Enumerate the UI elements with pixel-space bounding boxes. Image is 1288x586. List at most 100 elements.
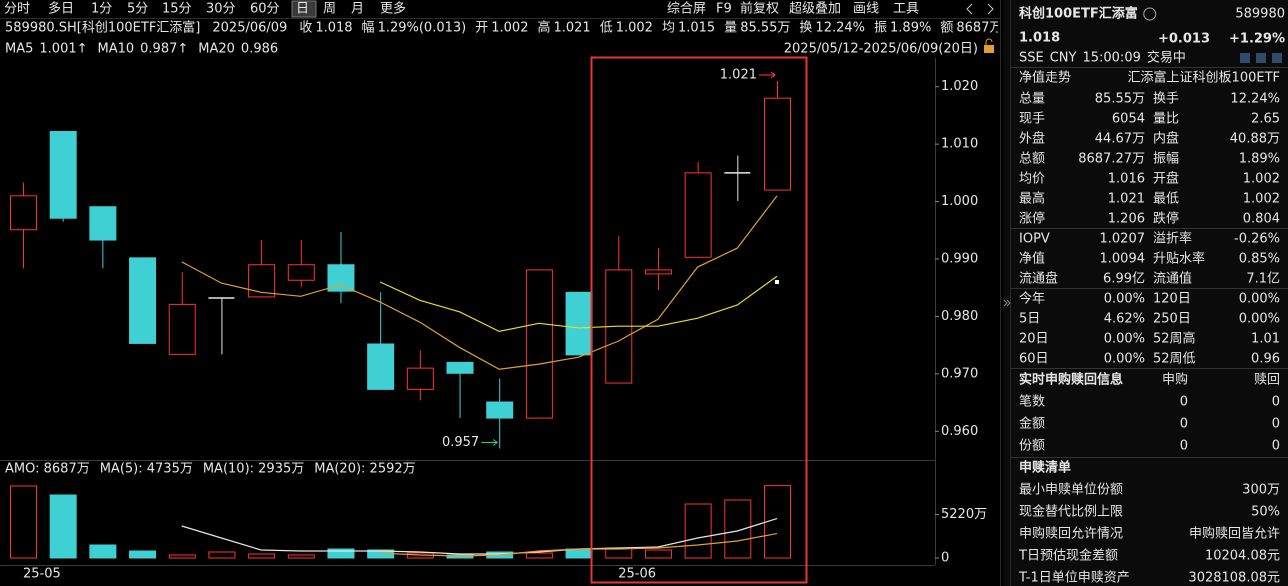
stat-label: 250日 — [1153, 312, 1191, 327]
ma-legend-value: 1.001↑ — [39, 42, 87, 57]
security-title: 科创100ETF汇添富 — [1019, 6, 1138, 22]
stat-label: 52周高 — [1153, 331, 1196, 347]
stat-label: 52周低 — [1153, 352, 1196, 367]
creation-label: T日预估现金差额 — [1018, 548, 1118, 564]
y-tick-label: 0 — [941, 551, 949, 566]
stat-label: 120日 — [1153, 292, 1191, 307]
collapse-toggle[interactable] — [1003, 299, 1011, 307]
stat-value: 0.00% — [1104, 332, 1145, 347]
creation-value: 300万 — [1242, 483, 1280, 498]
period-button[interactable]: 60分 — [250, 2, 280, 17]
stat-label: 20日 — [1019, 332, 1049, 347]
period-button[interactable]: 周 — [323, 2, 336, 17]
x-tick-label: 25-05 — [23, 567, 61, 582]
tool-button[interactable]: 超级叠加 — [789, 2, 841, 17]
extreme-arrow — [759, 71, 776, 79]
stat-value: 1.89% — [1239, 152, 1280, 167]
stat-label: 内盘 — [1153, 131, 1179, 147]
status-item: CNY — [1050, 51, 1077, 66]
stat-label: 净值 — [1019, 251, 1045, 267]
redemption-header: 实时申购赎回信息 — [1019, 372, 1123, 388]
stat-value: 1.01 — [1251, 332, 1280, 347]
stat-label: 今年 — [1019, 291, 1045, 307]
volume-legend: AMO: 8687万 — [5, 462, 90, 477]
ma-point — [775, 279, 779, 284]
candle-body — [287, 264, 315, 281]
stat-value: 7.1亿 — [1246, 272, 1280, 287]
stat-value: 40.88万 — [1230, 132, 1280, 147]
stat-value: 12.24% — [1230, 92, 1280, 107]
candle-body — [129, 257, 157, 344]
ma-legend-name: MA10 — [98, 42, 135, 57]
stat-value: 0.00% — [1239, 312, 1280, 327]
field-value: 1.021 — [553, 21, 590, 36]
volume-legend: MA(10): 2935万 — [203, 462, 304, 477]
period-button[interactable]: 多日 — [48, 1, 74, 17]
stat-value: 0.00% — [1239, 292, 1280, 307]
candle-body — [406, 367, 434, 390]
stat-label: 流通值 — [1153, 271, 1192, 287]
redemption-header: 申购 — [1162, 372, 1188, 388]
stat-value: 8687.27万 — [1078, 152, 1145, 167]
active-period-bg — [291, 0, 317, 18]
period-button[interactable]: 分时 — [4, 2, 30, 17]
stat-label: 外盘 — [1019, 131, 1045, 147]
redemption-value: 0 — [1180, 439, 1188, 454]
tool-button[interactable]: 画线 — [853, 2, 879, 17]
tool-button[interactable]: 前复权 — [740, 1, 779, 17]
period-button[interactable]: 月 — [351, 2, 364, 17]
next-button[interactable] — [987, 3, 994, 15]
period-button[interactable]: 15分 — [162, 2, 192, 17]
ma-legend-value: 0.987↑ — [140, 42, 188, 57]
info-icon[interactable] — [1143, 7, 1157, 21]
candle-body — [10, 195, 37, 231]
stat-label: 溢折率 — [1153, 231, 1192, 247]
stat-label: 最低 — [1153, 192, 1179, 207]
candle-body — [446, 361, 474, 374]
period-button[interactable]: 5分 — [127, 2, 148, 17]
extreme-label: 0.957 — [442, 435, 479, 450]
stat-label: 最高 — [1019, 191, 1045, 207]
field-value: 1.29%(0.013) — [378, 21, 467, 36]
range-label: 2025/05/12-2025/06/09(20日) — [784, 42, 978, 57]
prev-button[interactable] — [966, 3, 973, 15]
y-tick-label: 1.010 — [941, 137, 978, 152]
creation-value: 50% — [1251, 505, 1280, 520]
stat-value: 6054 — [1112, 112, 1145, 127]
volume-legend: MA(5): 4735万 — [100, 462, 193, 477]
stat-value: 1.016 — [1108, 172, 1145, 187]
tool-button[interactable]: 综合屏 — [667, 2, 706, 17]
period-button[interactable]: 日 — [296, 2, 309, 17]
candle-body — [367, 343, 395, 390]
panel-icon[interactable] — [1256, 53, 1266, 63]
period-button[interactable]: 1分 — [91, 2, 112, 17]
field-label: 振 — [874, 21, 887, 36]
x-tick-label: 25-06 — [618, 567, 656, 582]
y-tick-label: 0.980 — [941, 309, 978, 324]
stat-value: 0.00% — [1104, 292, 1145, 307]
quote-panel-bg — [1003, 0, 1288, 586]
stat-value: 0.00% — [1104, 352, 1145, 367]
panel-icon[interactable] — [1240, 53, 1250, 63]
volume-bar — [327, 548, 355, 559]
stat-value: 0.85% — [1239, 252, 1280, 267]
nav-index-name: 汇添富上证科创板100ETF — [1128, 70, 1280, 86]
status-item: 15:00:09 — [1082, 51, 1140, 66]
y-tick-label: 5220万 — [941, 507, 987, 522]
period-button[interactable]: 更多 — [380, 1, 406, 17]
lock-icon[interactable] — [984, 45, 994, 53]
panel-icon[interactable] — [1272, 53, 1282, 63]
creation-list-title: 申赎清单 — [1019, 460, 1071, 476]
tool-button[interactable]: 工具 — [893, 2, 919, 17]
field-label: 低 — [600, 21, 613, 36]
volume-bar — [764, 485, 791, 559]
creation-label: T-1日单位申赎资产 — [1018, 571, 1130, 586]
stat-value: 85.55万 — [1095, 92, 1145, 107]
field-value: 85.55万 — [740, 21, 790, 36]
period-button[interactable]: 30分 — [206, 2, 236, 17]
tool-button[interactable]: F9 — [716, 2, 732, 17]
volume-legend: MA(20): 2592万 — [314, 462, 415, 477]
redemption-value: 0 — [1272, 439, 1280, 454]
stat-value: 1.021 — [1108, 192, 1145, 207]
